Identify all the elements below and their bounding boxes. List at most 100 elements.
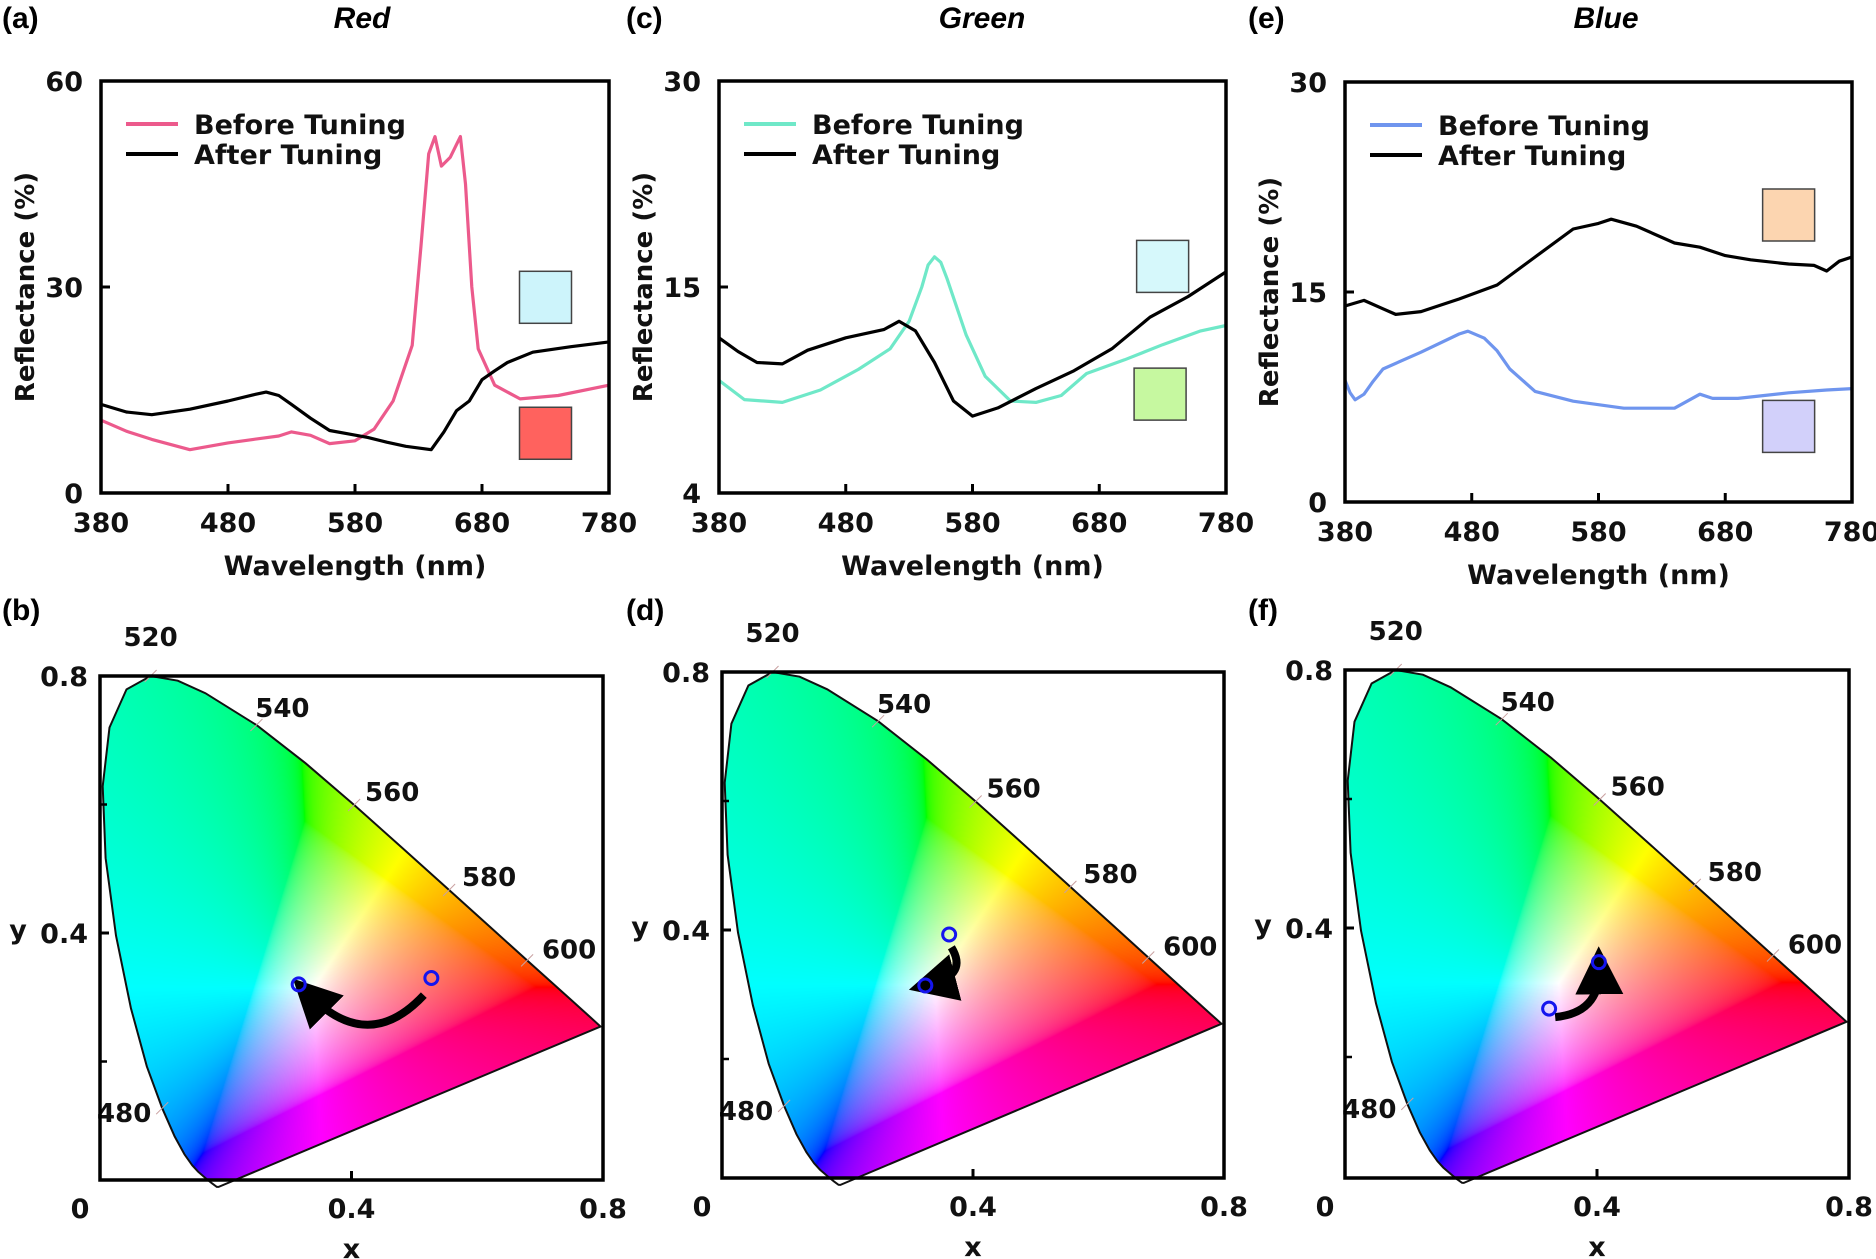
x-tick-label: 480 [818,508,874,539]
x-tick-label: 0.8 [1200,1192,1248,1223]
before-color-swatch [518,406,573,461]
tuning-arrow [908,945,962,1001]
y-tick-label: 30 [1289,68,1327,99]
wavelength-tick [1593,793,1607,806]
x-tick-label: 680 [1071,508,1127,539]
legend-label-before: Before Tuning [194,110,406,141]
plot-frame [1343,668,1851,1180]
before-color-swatch [1761,399,1816,454]
y-tick-label: 30 [663,67,701,98]
after-color-swatch [1761,188,1816,242]
x-tick-label: 780 [1824,517,1876,548]
y-axis-title: Reflectance (%) [1255,177,1285,407]
wavelength-tick [347,798,361,812]
x-tick-label: 480 [1444,517,1500,548]
panel-title-blue: Blue [1573,2,1639,35]
panel-label-f: (f) [1248,594,1278,627]
wavelength-label-580: 580 [462,863,516,893]
x-tick-label: 0 [1316,1192,1335,1223]
after-color-swatch [518,270,573,325]
plot-frame [98,674,605,1182]
x-tick-label: 580 [944,508,1000,539]
y-axis-title: Reflectance (%) [11,172,41,402]
wavelength-label-560: 560 [1611,773,1665,803]
y-tick-label: 4 [682,479,701,510]
wavelength-label-580: 580 [1083,860,1137,890]
wavelength-tick [1064,880,1077,894]
panel-label-d: (d) [626,594,665,627]
panel-label-b: (b) [2,594,41,627]
wavelength-label-600: 600 [1788,930,1842,960]
wavelength-label-540: 540 [1501,688,1555,718]
plot-frame [720,670,1226,1180]
cie-gamut-fill-d [722,672,1224,1178]
panel-label-a: (a) [2,2,39,35]
series-line-before-tuning [100,135,610,452]
y-tick-label: 0.4 [1285,914,1333,945]
chromaticity-point-after [290,976,307,993]
legend-label-after: After Tuning [1438,141,1626,172]
x-tick-label: 680 [454,508,510,539]
after-color-swatch [1135,239,1190,294]
legend-label-before: Before Tuning [1438,111,1650,142]
x-tick-label: 480 [200,508,256,539]
x-tick-label: 0.4 [1573,1192,1621,1223]
y-axis-title: y [631,912,649,943]
cie-diagram-d: 480 520 540 560 580 600 0 0.4 0.8 0.4 0.8 x y [631,619,1248,1259]
x-tick-label: 680 [1697,517,1753,548]
before-color-swatch [1133,367,1187,421]
wavelength-label-480: 480 [719,1097,773,1127]
wavelength-label-480: 480 [97,1099,151,1129]
y-tick-label: 0.8 [662,658,710,689]
x-tick-label: 380 [691,508,747,539]
panel-label-c: (c) [626,2,663,35]
y-axis-title: Reflectance (%) [629,172,659,402]
wavelength-tick [520,954,534,967]
wavelength-label-540: 540 [255,694,309,724]
tuning-arrow [292,978,427,1030]
wavelength-tick [969,795,983,808]
chromaticity-point-after [917,977,934,994]
wavelength-tick [155,1101,169,1115]
spectrum-chart-c: 380 480 580 680 780 4 15 30 Wavelength (nm) Refle… [629,67,1254,582]
wavelength-label-580: 580 [1708,858,1762,888]
wavelength-label-520: 520 [123,623,177,653]
x-axis-title: x [343,1234,360,1259]
x-tick-label: 0.8 [579,1194,627,1225]
tuning-arrow [1554,946,1624,1022]
cie-gamut-fill-f [1345,670,1849,1178]
x-tick-label: 0.4 [328,1194,376,1225]
x-tick-label: 580 [1570,517,1626,548]
x-tick-label: 380 [73,508,129,539]
chromaticity-point-before [423,969,440,986]
y-tick-label: 60 [45,67,83,98]
chromaticity-point-after [1590,954,1607,971]
spectral-locus [723,670,1224,1186]
series-line-after-tuning [1344,217,1853,316]
y-tick-label: 0.8 [1285,656,1333,687]
wavelength-tick [442,883,456,897]
wavelength-tick [250,718,263,732]
wavelength-tick [871,714,885,728]
x-axis-title: x [1588,1232,1605,1259]
series-line-after-tuning [100,340,610,452]
spectral-locus [1346,668,1849,1184]
wavelength-label-520: 520 [1369,617,1423,647]
legend-label-after: After Tuning [194,140,382,171]
y-tick-label: 0 [1308,488,1327,519]
y-tick-label: 30 [45,273,83,304]
y-tick-label: 0.4 [662,916,710,947]
legend-label-after: After Tuning [812,140,1000,171]
wavelength-label-480: 480 [1342,1095,1396,1125]
panel-label-e: (e) [1248,2,1285,35]
wavelength-tick [1495,712,1509,726]
chromaticity-point-before [941,926,958,943]
x-tick-label: 380 [1317,517,1373,548]
panel-title-red: Red [333,2,391,35]
y-axis-title: y [1254,910,1272,941]
cie-diagram-f: 480 520 540 560 580 600 0 0.4 0.8 0.4 0.8 x y [1254,617,1873,1259]
